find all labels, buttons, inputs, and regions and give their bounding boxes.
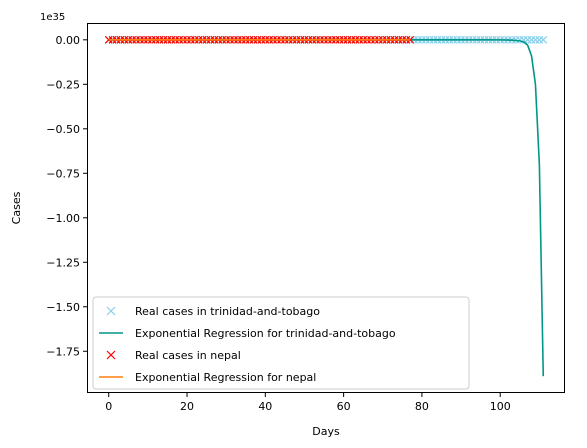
y-axis-offset-text: 1e35 bbox=[40, 12, 65, 23]
legend: Real cases in trinidad-and-tobago Exponen… bbox=[92, 296, 470, 390]
y-axis-label: Cases bbox=[10, 191, 23, 224]
x-axis-label: Days bbox=[312, 425, 340, 438]
x-tick-label: 20 bbox=[180, 400, 194, 413]
y-tick-label: 0.00 bbox=[56, 34, 81, 47]
x-tick-label: 80 bbox=[415, 400, 429, 413]
legend-label: Real cases in nepal bbox=[135, 349, 241, 362]
marker-stroke bbox=[539, 35, 548, 44]
marker-stroke bbox=[106, 306, 116, 316]
legend-item: Exponential Regression for trinidad-and-… bbox=[99, 327, 396, 340]
y-tick-label: −1.00 bbox=[46, 212, 80, 225]
x-axis-ticks: 0 20 40 60 80 100 bbox=[105, 393, 511, 413]
y-tick-label: −0.25 bbox=[46, 78, 80, 91]
legend-box bbox=[92, 296, 470, 390]
x-tick-label: 40 bbox=[258, 400, 272, 413]
legend-item: Exponential Regression for nepal bbox=[99, 371, 316, 384]
legend-marker bbox=[106, 306, 116, 316]
legend-item: Real cases in nepal bbox=[106, 349, 241, 362]
plot-frame bbox=[87, 23, 565, 393]
series-layer bbox=[104, 35, 548, 377]
y-axis-ticks: 0.00 −0.25 −0.50 −0.75 −1.00 −1.25 −1.50 −1.75 bbox=[46, 34, 87, 358]
y-tick-label: −1.75 bbox=[46, 345, 80, 358]
x-tick-label: 100 bbox=[490, 400, 511, 413]
legend-label: Exponential Regression for trinidad-and-… bbox=[135, 327, 396, 340]
y-tick-label: −1.50 bbox=[46, 301, 80, 314]
series-1 bbox=[108, 39, 545, 377]
legend-label: Exponential Regression for nepal bbox=[135, 371, 316, 384]
x-tick-label: 60 bbox=[337, 400, 351, 413]
data-point bbox=[539, 35, 548, 44]
legend-label: Real cases in trinidad-and-tobago bbox=[135, 305, 320, 318]
x-tick-label: 0 bbox=[105, 400, 112, 413]
legend-marker bbox=[106, 350, 116, 360]
y-tick-label: −1.25 bbox=[46, 256, 80, 269]
marker-stroke bbox=[106, 350, 116, 360]
y-tick-label: −0.75 bbox=[46, 167, 80, 180]
series-line bbox=[108, 39, 545, 377]
y-tick-label: −0.50 bbox=[46, 123, 80, 136]
legend-item: Real cases in trinidad-and-tobago bbox=[106, 305, 320, 318]
